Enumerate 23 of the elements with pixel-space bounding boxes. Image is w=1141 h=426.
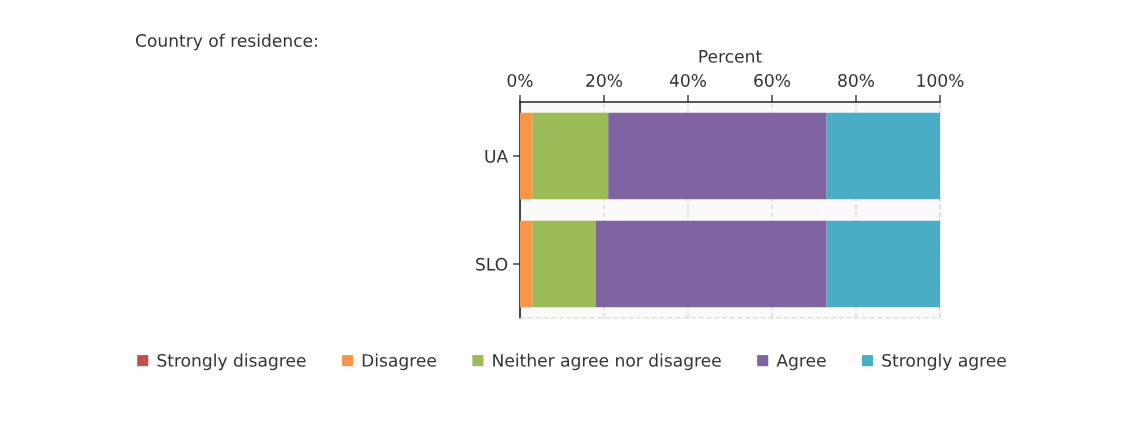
legend-label: Strongly agree	[882, 353, 1006, 371]
x-tick-label: 80%	[838, 73, 875, 87]
bar	[826, 112, 940, 200]
bar	[595, 220, 827, 308]
legend-label: Neither agree nor disagree	[493, 353, 721, 371]
x-tick-label: 0%	[507, 73, 533, 87]
bar	[826, 220, 940, 308]
bar	[520, 220, 533, 308]
legend-label: Agree	[776, 354, 826, 371]
x-tick-label: 20%	[586, 73, 623, 87]
text: Country of residence:	[135, 33, 317, 51]
y-tick-label: UA	[485, 150, 509, 163]
x-tick-label: 40%	[669, 73, 707, 87]
bar	[608, 112, 827, 200]
bar	[532, 220, 596, 308]
legend-label: Disagree	[362, 353, 436, 371]
x-tick-label: 100%	[917, 73, 964, 87]
y-tick-label: SLO	[476, 257, 508, 271]
legend-label: Strongly disagree	[157, 353, 306, 371]
x-tick-label: 60%	[754, 73, 791, 87]
bar	[520, 112, 533, 200]
x-axis-title: Percent	[699, 50, 762, 63]
bar	[532, 112, 609, 200]
